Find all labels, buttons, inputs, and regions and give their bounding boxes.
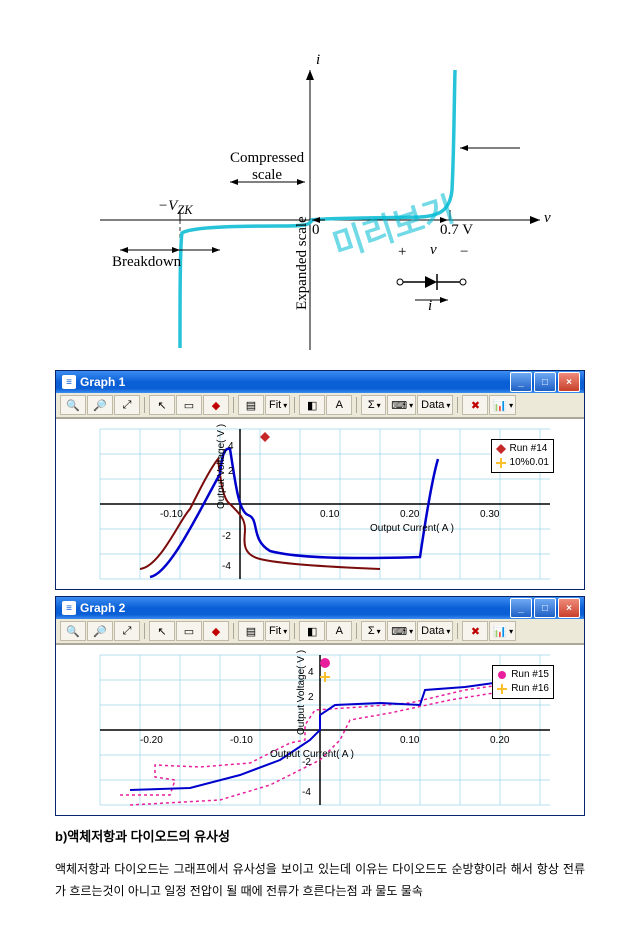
svg-text:2: 2 [308, 692, 314, 703]
graph2-window: ≡ Graph 2 _ □ × 🔍 🔎 ⤢ ↖ ▭ ◆ ▤ Fit ◧ A Σ … [55, 596, 585, 816]
sigma-button[interactable]: Σ [361, 621, 386, 641]
svg-text:-4: -4 [302, 787, 311, 798]
plus-icon [497, 684, 507, 694]
origin-label: 0 [312, 222, 320, 239]
text-tool-icon[interactable]: A [326, 395, 352, 415]
fit-button[interactable]: Fit [265, 395, 290, 415]
svg-text:Output Voltage( V ): Output Voltage( V ) [216, 424, 227, 509]
svg-text:-0.20: -0.20 [140, 735, 163, 746]
chart-options-icon[interactable]: 📊 [489, 621, 516, 641]
zoom-in-icon[interactable]: 🔍 [60, 621, 86, 641]
svg-text:0.10: 0.10 [320, 509, 340, 520]
svg-text:0.20: 0.20 [490, 735, 510, 746]
calc-icon[interactable]: ⌨ [387, 395, 416, 415]
legend-item: 10%0.01 [496, 456, 549, 470]
zoom-in-icon[interactable]: 🔍 [60, 395, 86, 415]
plus-icon [496, 458, 506, 468]
graph1-window: ≡ Graph 1 _ □ × 🔍 🔎 ⤢ ↖ ▭ ◆ ▤ Fit ◧ A Σ … [55, 370, 585, 590]
legend-item: Run #16 [497, 682, 549, 696]
svg-text:Output Current( A ): Output Current( A ) [370, 523, 454, 534]
section-heading: b)액체저항과 다이오드의 유사성 [55, 826, 585, 845]
graph2-toolbar: 🔍 🔎 ⤢ ↖ ▭ ◆ ▤ Fit ◧ A Σ ⌨ Data ✖ 📊 [56, 619, 584, 644]
graph2-chart: -0.20 -0.10 0.10 0.20 2 4 -2 -4 Output C… [56, 644, 584, 815]
cursor-icon[interactable]: ↖ [149, 395, 175, 415]
minimize-button[interactable]: _ [510, 598, 532, 618]
schematic-plus: + [398, 244, 406, 261]
vfwd-label: 0.7 V [440, 222, 473, 239]
svg-text:4: 4 [308, 667, 314, 678]
palette-icon[interactable]: ▤ [238, 395, 264, 415]
svg-text:-0.10: -0.10 [230, 735, 253, 746]
delete-icon[interactable]: ✖ [462, 621, 488, 641]
svg-text:Output Current( A ): Output Current( A ) [270, 749, 354, 760]
svg-text:0.10: 0.10 [400, 735, 420, 746]
toggle1-icon[interactable]: ◧ [299, 621, 325, 641]
vzk-label: −VZK [158, 198, 193, 218]
marker-icon[interactable]: ◆ [203, 621, 229, 641]
axis-i-label: i [316, 52, 320, 69]
breakdown-label: Breakdown [112, 254, 181, 271]
select-icon[interactable]: ▭ [176, 395, 202, 415]
palette-icon[interactable]: ▤ [238, 621, 264, 641]
zoom-tool-icon[interactable]: 🔎 [87, 395, 113, 415]
svg-text:-0.10: -0.10 [160, 509, 183, 520]
marker-icon[interactable]: ◆ [203, 395, 229, 415]
graph2-legend: Run #15 Run #16 [492, 665, 554, 699]
graph1-legend: Run #14 10%0.01 [491, 439, 554, 473]
svg-text:0.20: 0.20 [400, 509, 420, 520]
schematic-minus: − [460, 244, 468, 261]
diamond-icon [496, 444, 506, 454]
close-button[interactable]: × [558, 372, 580, 392]
axis-v-label: v [544, 210, 551, 227]
data-button[interactable]: Data [417, 395, 453, 415]
graph1-toolbar: 🔍 🔎 ⤢ ↖ ▭ ◆ ▤ Fit ◧ A Σ ⌨ Data ✖ 📊 [56, 393, 584, 418]
maximize-button[interactable]: □ [534, 372, 556, 392]
graph2-titlebar[interactable]: ≡ Graph 2 _ □ × [56, 597, 584, 619]
graph2-title: Graph 2 [80, 601, 125, 615]
svg-text:4: 4 [228, 441, 234, 452]
zoom-tool-icon[interactable]: 🔎 [87, 621, 113, 641]
toggle1-icon[interactable]: ◧ [299, 395, 325, 415]
legend-item: Run #14 [496, 442, 549, 456]
circle-icon [497, 670, 507, 680]
expanded-label: Expanded scale [294, 216, 311, 310]
compressed-label: Compressed scale [230, 150, 304, 184]
svg-text:2: 2 [228, 466, 234, 477]
app-icon: ≡ [62, 375, 76, 389]
body-text: b)액체저항과 다이오드의 유사성 액체저항과 다이오드는 그래프에서 유사성을… [55, 826, 585, 902]
iv-diagram: i v 0 Compressed scale −VZK Breakdown 0.… [80, 50, 560, 360]
legend-item: Run #15 [497, 668, 549, 682]
graph1-titlebar[interactable]: ≡ Graph 1 _ □ × [56, 371, 584, 393]
body-paragraph: 액체저항과 다이오드는 그래프에서 유사성을 보이고 있는데 이유는 다이오드도… [55, 859, 585, 902]
delete-icon[interactable]: ✖ [462, 395, 488, 415]
zoom-out-icon[interactable]: ⤢ [114, 621, 140, 641]
svg-text:-4: -4 [222, 561, 231, 572]
close-button[interactable]: × [558, 598, 580, 618]
graph1-title: Graph 1 [80, 375, 125, 389]
schematic-v: v [430, 242, 437, 259]
fit-button[interactable]: Fit [265, 621, 290, 641]
zoom-out-icon[interactable]: ⤢ [114, 395, 140, 415]
schematic-i: i [428, 298, 432, 315]
chart-options-icon[interactable]: 📊 [489, 395, 516, 415]
svg-text:-2: -2 [222, 531, 231, 542]
data-button[interactable]: Data [417, 621, 453, 641]
select-icon[interactable]: ▭ [176, 621, 202, 641]
text-tool-icon[interactable]: A [326, 621, 352, 641]
calc-icon[interactable]: ⌨ [387, 621, 416, 641]
graph1-chart: -0.10 0.10 0.20 0.30 2 4 -2 -4 Output Cu… [56, 418, 584, 589]
svg-text:Output Voltage( V ): Output Voltage( V ) [296, 650, 307, 735]
minimize-button[interactable]: _ [510, 372, 532, 392]
cursor-icon[interactable]: ↖ [149, 621, 175, 641]
svg-text:0.30: 0.30 [480, 509, 500, 520]
maximize-button[interactable]: □ [534, 598, 556, 618]
sigma-button[interactable]: Σ [361, 395, 386, 415]
app-icon: ≡ [62, 601, 76, 615]
